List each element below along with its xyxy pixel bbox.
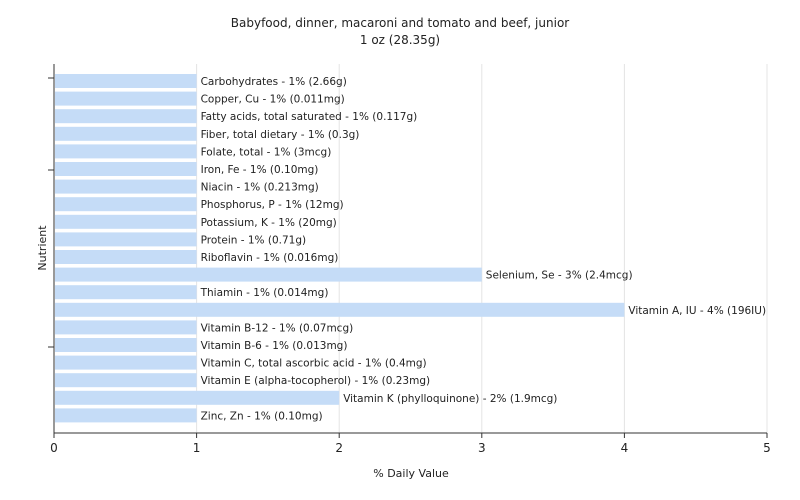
bar xyxy=(55,408,197,423)
bar xyxy=(55,214,197,229)
chart-subtitle: 1 oz (28.35g) xyxy=(360,33,440,47)
bar-label: Thiamin - 1% (0.014mg) xyxy=(200,287,329,299)
bar-label: Vitamin C, total ascorbic acid - 1% (0.4… xyxy=(201,358,427,370)
bar-label: Niacin - 1% (0.213mg) xyxy=(201,182,319,194)
x-tick-label: 3 xyxy=(478,441,486,455)
bar-label: Phosphorus, P - 1% (12mg) xyxy=(201,199,344,211)
bar-label: Folate, total - 1% (3mcg) xyxy=(201,146,332,158)
bar xyxy=(55,285,197,300)
x-tick-label: 5 xyxy=(763,441,771,455)
bar xyxy=(55,267,482,282)
x-tick-label: 0 xyxy=(50,441,58,455)
chart-title: Babyfood, dinner, macaroni and tomato an… xyxy=(231,16,570,30)
bar-label: Iron, Fe - 1% (0.10mg) xyxy=(201,164,319,176)
plot-area xyxy=(54,64,767,433)
bars xyxy=(55,74,625,423)
bar-label: Protein - 1% (0.71g) xyxy=(201,234,307,246)
bar xyxy=(55,373,197,388)
bar xyxy=(55,197,197,212)
bar-label: Carbohydrates - 1% (2.66g) xyxy=(201,76,347,88)
bar xyxy=(55,144,197,159)
bar xyxy=(55,250,197,264)
y-axis-title: Nutrient xyxy=(36,225,49,271)
bar-label: Riboflavin - 1% (0.016mg) xyxy=(201,252,339,264)
bar xyxy=(55,91,197,106)
bar xyxy=(55,320,197,335)
bar xyxy=(55,338,197,352)
bar xyxy=(55,355,197,370)
bar-label: Zinc, Zn - 1% (0.10mg) xyxy=(201,410,323,422)
bar-label: Vitamin A, IU - 4% (196IU) xyxy=(628,305,766,317)
x-tick-labels: 0 1 2 3 4 5 xyxy=(50,441,771,455)
bar xyxy=(55,179,197,194)
bar-label: Vitamin B-12 - 1% (0.07mcg) xyxy=(201,322,354,334)
bar-label: Vitamin B-6 - 1% (0.013mg) xyxy=(201,340,348,352)
x-tick-label: 2 xyxy=(335,441,343,455)
bar xyxy=(55,126,197,141)
bar-label: Copper, Cu - 1% (0.011mg) xyxy=(201,94,345,106)
axes xyxy=(48,64,768,438)
bar xyxy=(55,74,197,88)
x-axis-title: % Daily Value xyxy=(373,467,449,480)
bar-label: Fiber, total dietary - 1% (0.3g) xyxy=(201,129,360,141)
bar-label: Vitamin K (phylloquinone) - 2% (1.9mcg) xyxy=(343,393,557,405)
grid-lines xyxy=(196,64,768,433)
bar-label: Vitamin E (alpha-tocopherol) - 1% (0.23m… xyxy=(201,375,431,387)
x-tick-label: 4 xyxy=(621,441,629,455)
bar xyxy=(55,232,197,247)
bar xyxy=(55,302,625,317)
plot-background xyxy=(54,64,767,433)
bar-labels: Carbohydrates - 1% (2.66g) Copper, Cu - 1… xyxy=(200,76,766,422)
bar-label: Fatty acids, total saturated - 1% (0.117… xyxy=(201,111,418,123)
bar-label: Selenium, Se - 3% (2.4mcg) xyxy=(486,270,633,282)
bar xyxy=(55,109,197,124)
bar xyxy=(55,162,197,176)
bar xyxy=(55,390,340,405)
x-tick-label: 1 xyxy=(193,441,201,455)
bar-label: Potassium, K - 1% (20mg) xyxy=(201,217,337,229)
